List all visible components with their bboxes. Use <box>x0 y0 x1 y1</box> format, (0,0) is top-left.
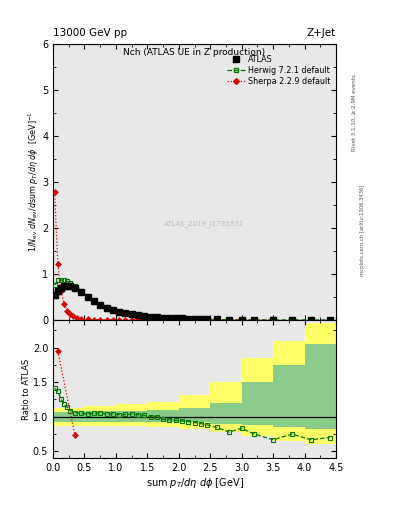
Text: ATLAS_2019_I1736531: ATLAS_2019_I1736531 <box>163 220 243 227</box>
X-axis label: sum $p_T/d\eta$ $d\phi$ [GeV]: sum $p_T/d\eta$ $d\phi$ [GeV] <box>145 476 244 490</box>
Text: Nch (ATLAS UE in Z production): Nch (ATLAS UE in Z production) <box>123 48 266 57</box>
Y-axis label: $1/N_{\mathregular{ev}}$ $dN_{\mathregular{ev}}/d\mathregular{sum}$ $p_T/d\eta$ : $1/N_{\mathregular{ev}}$ $dN_{\mathregul… <box>26 111 40 252</box>
Y-axis label: Ratio to ATLAS: Ratio to ATLAS <box>22 358 31 420</box>
Text: Rivet 3.1.10, ≥ 2.9M events: Rivet 3.1.10, ≥ 2.9M events <box>352 74 357 151</box>
Legend: ATLAS, Herwig 7.2.1 default, Sherpa 2.2.9 default: ATLAS, Herwig 7.2.1 default, Sherpa 2.2.… <box>226 53 332 88</box>
Text: Z+Jet: Z+Jet <box>307 28 336 38</box>
Text: mcplots.cern.ch [arXiv:1306.3436]: mcplots.cern.ch [arXiv:1306.3436] <box>360 185 365 276</box>
Text: 13000 GeV pp: 13000 GeV pp <box>53 28 127 38</box>
